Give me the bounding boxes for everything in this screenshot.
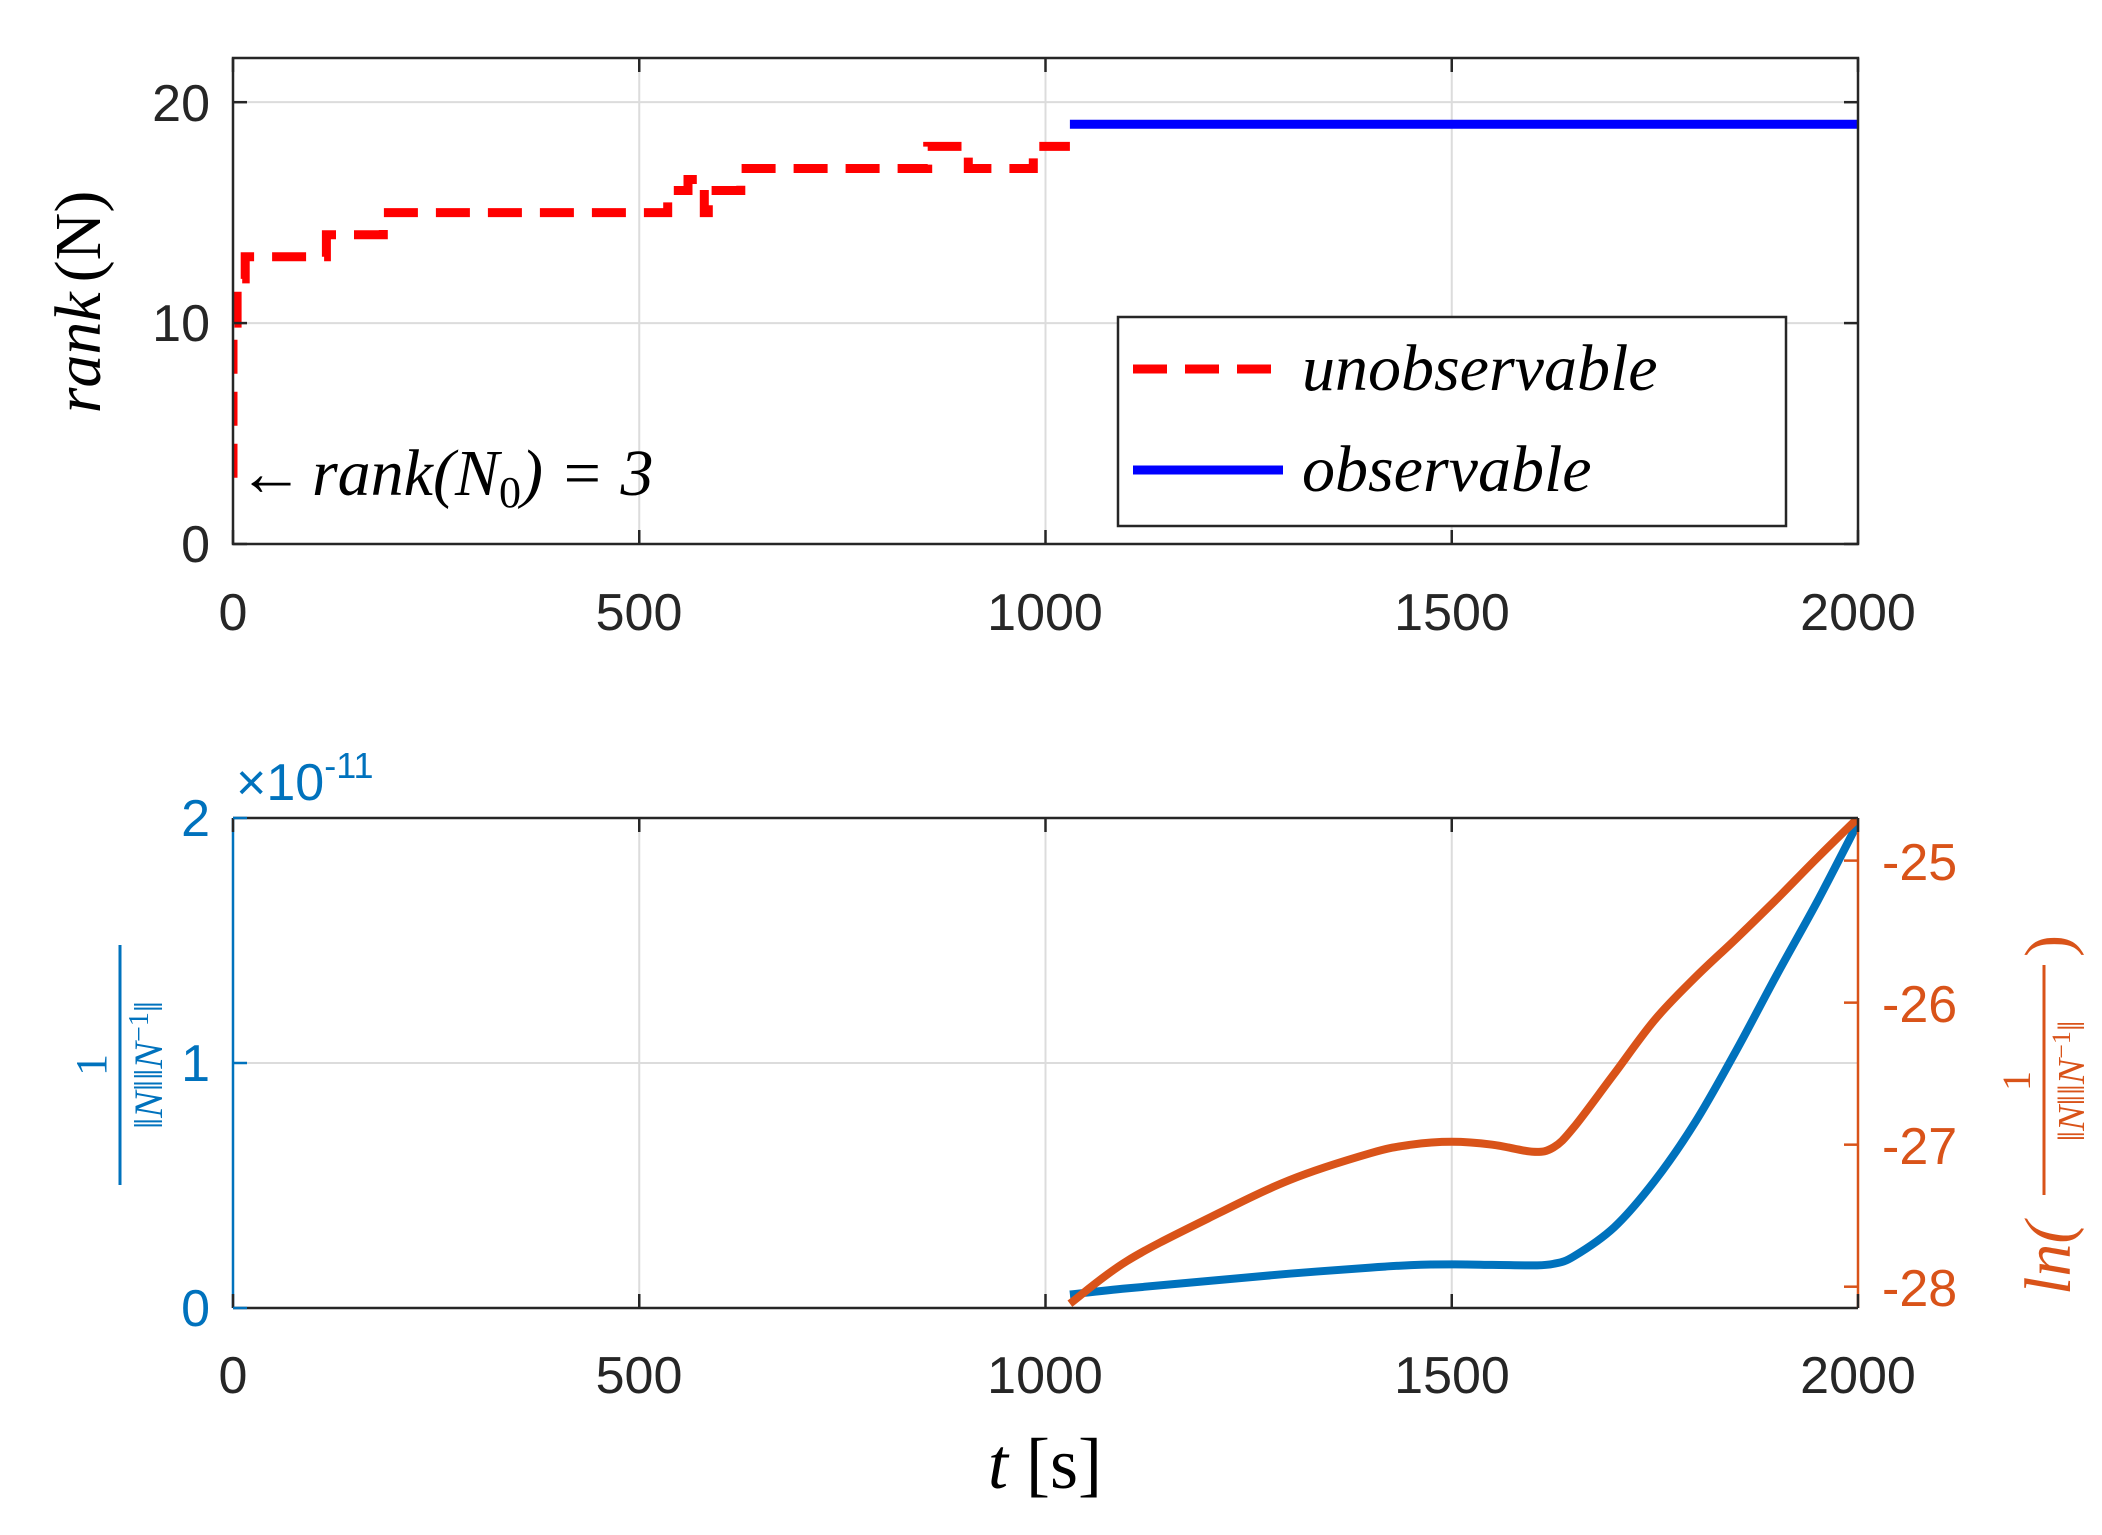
left-den-end: ‖ xyxy=(126,1001,171,1012)
bottom-right-y-tick-label: -25 xyxy=(1882,834,1957,892)
legend: unobservable observable xyxy=(1116,315,1788,528)
bottom-x-tick-label: 500 xyxy=(596,1347,683,1405)
top-tick-marks xyxy=(231,58,1860,546)
annotation-math: rank xyxy=(312,437,435,510)
top-y-tick-label: 10 xyxy=(152,295,210,353)
right-label-numerator: 1 xyxy=(1994,1071,2039,1091)
left-den-sup: −1 xyxy=(124,1012,155,1042)
bottom-left-y-tick-label: 0 xyxy=(181,1280,210,1338)
rank-n0-annotation: ← rank(N0) = 3 xyxy=(238,437,654,517)
right-den-end: ‖ xyxy=(2051,1020,2093,1031)
bottom-plot: ×10-11 0 500 1000 1500 2000 0 1 2 -28 -2… xyxy=(67,745,2093,1504)
bottom-right-y-tick-label: -26 xyxy=(1882,976,1957,1034)
top-x-tick-label: 1500 xyxy=(1394,584,1510,642)
bottom-right-y-tick-label: -27 xyxy=(1882,1118,1957,1176)
bottom-left-y-axis-label: 1 ‖N‖‖N−1‖ xyxy=(67,945,171,1185)
left-label-numerator: 1 xyxy=(67,1054,116,1076)
top-series-layer xyxy=(233,119,1858,478)
bottom-x-tick-label: 1500 xyxy=(1394,1347,1510,1405)
legend-label-unobservable: unobservable xyxy=(1302,332,1658,405)
bottom-left-y-tick-label: 2 xyxy=(181,790,210,848)
legend-box xyxy=(1116,315,1788,528)
annotation-paren: (N xyxy=(433,437,503,510)
series-line-log-inverse-condition xyxy=(1067,818,1858,1307)
top-x-tick-label: 1000 xyxy=(987,584,1103,642)
exponent-power: -11 xyxy=(324,745,373,786)
annotation-arrow: ← xyxy=(238,437,304,510)
bottom-left-y-tick-label: 1 xyxy=(181,1035,210,1093)
right-label-suffix: ) xyxy=(2012,935,2085,957)
bottom-right-y-axis-label: ln( 1 ‖N‖‖N−1‖ ) xyxy=(1994,935,2093,1295)
bottom-x-tick-label: 0 xyxy=(219,1347,248,1405)
series-line-inverse-condition xyxy=(1069,821,1858,1299)
top-y-axis-label: rank (N) xyxy=(42,191,115,414)
top-y-axis-label-math: rank xyxy=(42,291,115,414)
top-plot: 0 500 1000 1500 2000 0 10 20 rank(N) ← ra… xyxy=(42,56,1916,642)
left-label-denominator: ‖N‖‖N−1‖ xyxy=(124,1001,171,1129)
right-label-prefix: ln( xyxy=(2012,1218,2085,1295)
right-label-denominator: ‖N‖‖N−1‖ xyxy=(2047,1020,2093,1141)
bottom-series-layer xyxy=(1067,818,1858,1307)
bottom-x-tick-label: 2000 xyxy=(1800,1347,1916,1405)
top-y-axis-label-arg: (N) xyxy=(42,191,115,283)
top-y-tick-label: 0 xyxy=(181,516,210,574)
bottom-x-tick-label: 1000 xyxy=(987,1347,1103,1405)
left-den-main: ‖N‖‖N xyxy=(126,1040,171,1129)
legend-label-observable: observable xyxy=(1302,433,1592,506)
right-den-main: ‖N‖‖N xyxy=(2051,1056,2093,1141)
right-den-sup: −1 xyxy=(2047,1031,2076,1059)
bottom-tick-marks xyxy=(231,816,1860,1310)
bottom-x-axis-label: t [s] xyxy=(988,1424,1102,1504)
top-x-tick-label: 500 xyxy=(596,584,683,642)
top-x-tick-label: 2000 xyxy=(1800,584,1916,642)
series-line-unobservable xyxy=(233,141,1070,478)
x-axis-label-unit: [s] xyxy=(1026,1424,1102,1504)
top-y-tick-label: 20 xyxy=(152,75,210,133)
bottom-right-y-tick-label: -28 xyxy=(1882,1260,1957,1318)
annotation-rest: ) = 3 xyxy=(517,437,654,510)
top-x-tick-label: 0 xyxy=(219,584,248,642)
exponent-base: ×10 xyxy=(236,754,324,812)
left-axis-exponent: ×10-11 xyxy=(236,745,374,812)
annotation-subscript: 0 xyxy=(499,468,521,517)
x-axis-label-math: t xyxy=(988,1424,1010,1504)
